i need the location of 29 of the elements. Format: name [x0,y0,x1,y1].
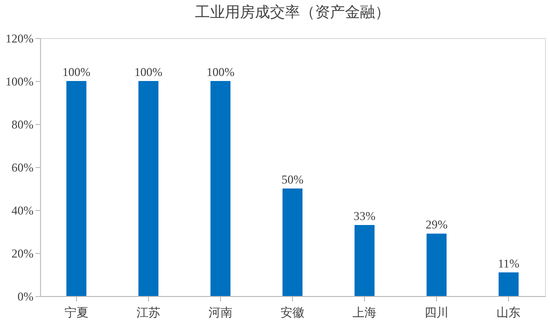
bar [210,81,230,296]
y-tick-label: 20% [12,246,34,260]
x-tick-label: 山东 [496,306,521,320]
data-label: 11% [498,256,520,270]
x-tick-label: 江苏 [136,306,160,320]
data-label: 29% [426,218,448,232]
data-label: 100% [206,65,234,79]
bar [354,225,375,296]
x-tick-label: 安徽 [280,306,304,320]
data-label: 100% [134,65,162,79]
y-tick-label: 60% [12,160,34,174]
data-label: 50% [282,172,304,186]
x-tick-label: 宁夏 [64,306,88,320]
x-tick-label: 四川 [424,306,449,320]
y-tick-label: 0% [18,290,34,304]
data-label: 100% [62,65,90,79]
bar [138,81,158,296]
data-label: 33% [354,209,376,224]
bar [498,272,519,296]
x-tick-label: 上海 [352,306,377,320]
bar [426,234,447,296]
bar [66,81,86,296]
bar [282,188,302,296]
x-tick-label: 河南 [208,306,232,320]
chart-title: 工业用房成交率（资产金融） [195,4,390,21]
y-tick-label: 80% [12,118,34,132]
y-tick-label: 120% [6,32,34,46]
y-tick-label: 40% [12,204,34,218]
y-tick-label: 100% [6,74,34,88]
